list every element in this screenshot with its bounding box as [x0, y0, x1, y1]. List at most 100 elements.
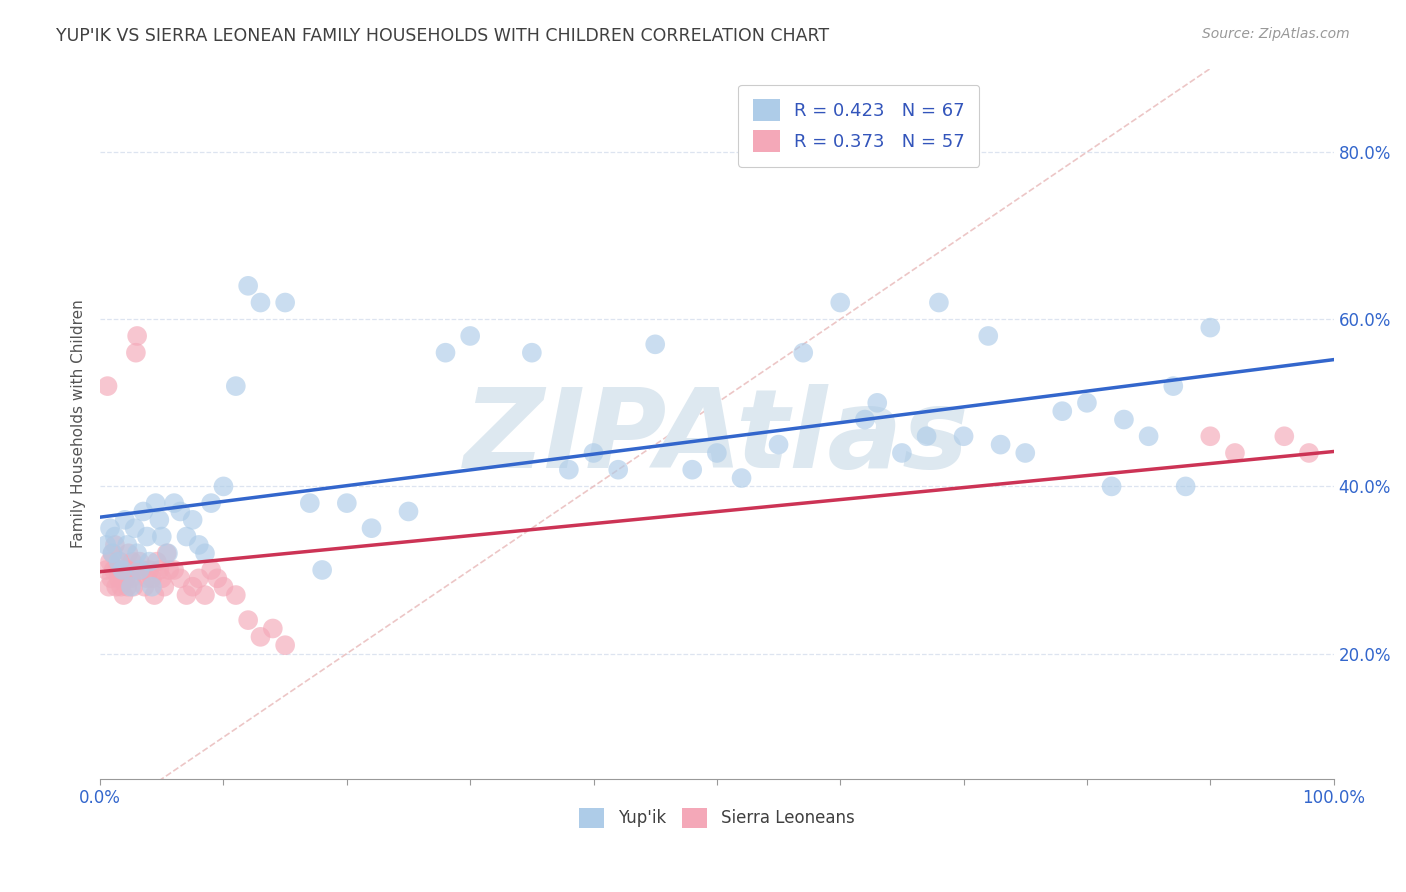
Point	[1137, 429, 1160, 443]
Point	[138, 563, 160, 577]
Point	[212, 479, 235, 493]
Point	[111, 563, 134, 577]
Point	[98, 555, 121, 569]
Point	[200, 563, 222, 577]
Point	[262, 622, 284, 636]
Point	[1298, 446, 1320, 460]
Point	[336, 496, 359, 510]
Point	[115, 571, 138, 585]
Point	[1161, 379, 1184, 393]
Point	[730, 471, 752, 485]
Point	[101, 546, 124, 560]
Point	[298, 496, 321, 510]
Point	[96, 563, 118, 577]
Point	[866, 396, 889, 410]
Point	[434, 345, 457, 359]
Point	[114, 563, 136, 577]
Point	[249, 295, 271, 310]
Point	[225, 588, 247, 602]
Point	[157, 563, 180, 577]
Point	[104, 530, 127, 544]
Point	[558, 463, 581, 477]
Point	[1272, 429, 1295, 443]
Point	[100, 571, 122, 585]
Point	[101, 546, 124, 560]
Point	[1223, 446, 1246, 460]
Point	[103, 563, 125, 577]
Point	[225, 379, 247, 393]
Point	[582, 446, 605, 460]
Point	[117, 538, 139, 552]
Point	[97, 580, 120, 594]
Point	[194, 546, 217, 560]
Point	[853, 412, 876, 426]
Point	[136, 530, 159, 544]
Point	[1101, 479, 1123, 493]
Point	[830, 295, 852, 310]
Point	[111, 563, 134, 577]
Point	[398, 504, 420, 518]
Point	[156, 546, 179, 560]
Point	[122, 580, 145, 594]
Point	[134, 580, 156, 594]
Point	[108, 555, 131, 569]
Point	[96, 538, 118, 552]
Point	[127, 329, 149, 343]
Point	[311, 563, 333, 577]
Point	[132, 504, 155, 518]
Point	[120, 571, 142, 585]
Point	[1014, 446, 1036, 460]
Point	[150, 530, 173, 544]
Point	[131, 563, 153, 577]
Point	[1174, 479, 1197, 493]
Point	[706, 446, 728, 460]
Legend: Yup'ik, Sierra Leoneans: Yup'ik, Sierra Leoneans	[572, 801, 862, 835]
Point	[138, 555, 160, 569]
Point	[520, 345, 543, 359]
Point	[360, 521, 382, 535]
Point	[200, 496, 222, 510]
Point	[1052, 404, 1074, 418]
Point	[274, 295, 297, 310]
Point	[128, 563, 150, 577]
Point	[141, 571, 163, 585]
Point	[977, 329, 1000, 343]
Point	[120, 580, 142, 594]
Point	[127, 546, 149, 560]
Point	[112, 588, 135, 602]
Point	[117, 580, 139, 594]
Point	[148, 513, 170, 527]
Point	[176, 530, 198, 544]
Point	[104, 538, 127, 552]
Point	[98, 521, 121, 535]
Point	[107, 571, 129, 585]
Point	[194, 588, 217, 602]
Point	[181, 580, 204, 594]
Point	[150, 571, 173, 585]
Point	[890, 446, 912, 460]
Point	[145, 496, 167, 510]
Text: Source: ZipAtlas.com: Source: ZipAtlas.com	[1202, 27, 1350, 41]
Point	[169, 504, 191, 518]
Point	[644, 337, 666, 351]
Point	[187, 571, 209, 585]
Point	[915, 429, 938, 443]
Point	[207, 571, 229, 585]
Point	[117, 546, 139, 560]
Point	[768, 437, 790, 451]
Point	[148, 563, 170, 577]
Point	[141, 580, 163, 594]
Point	[105, 563, 128, 577]
Text: ZIPAtlas: ZIPAtlas	[464, 384, 970, 491]
Point	[156, 546, 179, 560]
Point	[146, 555, 169, 569]
Point	[236, 278, 259, 293]
Point	[118, 563, 141, 577]
Point	[125, 345, 148, 359]
Point	[274, 638, 297, 652]
Point	[121, 555, 143, 569]
Point	[928, 295, 950, 310]
Point	[792, 345, 814, 359]
Point	[1076, 396, 1098, 410]
Point	[681, 463, 703, 477]
